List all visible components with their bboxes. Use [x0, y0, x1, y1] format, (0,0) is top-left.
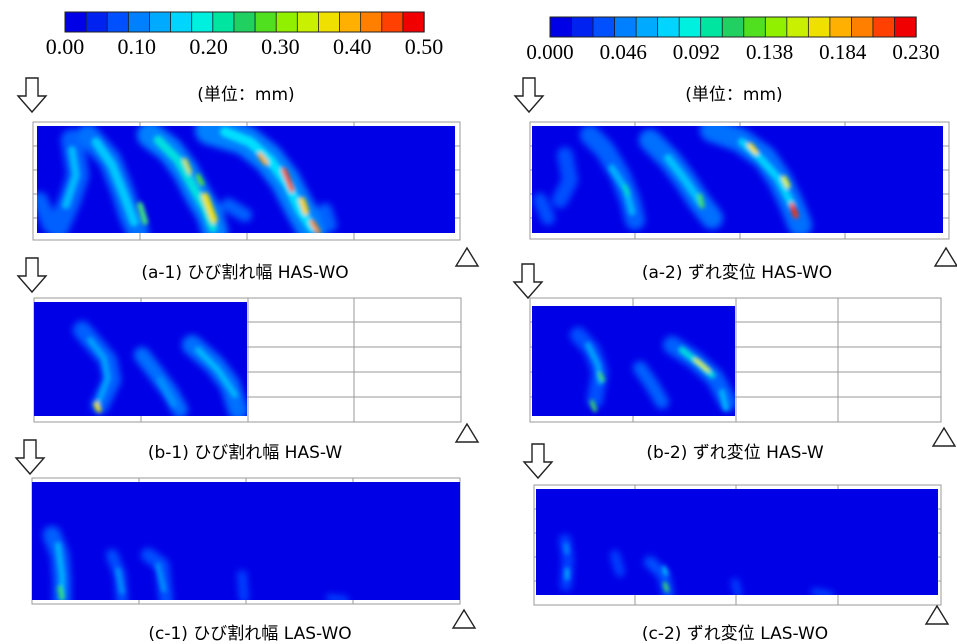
load-arrow-icon — [513, 77, 545, 114]
colorbar-cell — [275, 11, 298, 33]
panel-caption: (a-2) ずれ変位 HAS-WO — [642, 263, 832, 283]
panel-caption: (b-2) ずれ変位 HAS-W — [646, 443, 823, 463]
colorbar-cell — [360, 11, 383, 33]
colorbar-cell — [635, 16, 659, 38]
colorbar-right-tick-labels: 0.000 0.046 0.092 0.138 0.184 0.230 — [526, 40, 939, 64]
panel-caption: (a-1) ひび割れ幅 HAS-WO — [141, 263, 348, 283]
colorbar-tick-label: 0.40 — [333, 34, 372, 59]
crack-bands — [73, 321, 247, 416]
colorbar-tick-label: 0.00 — [46, 34, 85, 59]
unit-label-left: (単位：mm) — [197, 85, 294, 105]
colorbar-cell — [85, 11, 108, 33]
colorbar-left-tick-labels: 0.00 0.10 0.20 0.30 0.40 0.50 — [46, 34, 444, 59]
colorbar-tick-label: 0.138 — [746, 40, 793, 64]
colorbar-cell — [614, 16, 637, 38]
colorbar-cell — [318, 11, 341, 33]
crack-bands — [43, 526, 349, 600]
colorbar-left: 0.00 0.10 0.20 0.30 0.40 0.50 (単位：mm) — [46, 11, 444, 105]
support-triangle-icon — [933, 246, 957, 267]
colorbar-cell — [233, 11, 256, 33]
colorbar-cell — [851, 16, 874, 38]
panel-c-1: (c-1) ひび割れ幅 LAS-WO — [14, 439, 477, 644]
slip-bands — [533, 126, 812, 233]
load-arrow-icon — [16, 77, 48, 114]
colorbar-cell — [743, 16, 766, 38]
colorbar-cell — [170, 11, 193, 33]
colorbar-right-frame — [549, 16, 917, 38]
slip-bands — [570, 327, 735, 412]
panel-caption: (b-1) ひび割れ幅 HAS-W — [148, 443, 342, 463]
colorbar-cell — [64, 11, 87, 33]
colorbar-cell — [592, 16, 616, 38]
colorbar-cell — [339, 11, 362, 33]
colorbar-cell — [212, 11, 235, 33]
colorbar-cell — [191, 11, 214, 33]
support-triangle-icon — [924, 604, 950, 625]
colorbar-tick-label: 0.50 — [405, 34, 444, 59]
panel-a-2: (a-2) ずれ変位 HAS-WO — [513, 77, 957, 283]
colorbar-tick-label: 0.230 — [892, 40, 939, 64]
panel-a-1: (a-1) ひび割れ幅 HAS-WO — [16, 77, 480, 283]
support-triangle-icon — [454, 246, 480, 267]
colorbar-right-cells — [549, 16, 917, 38]
support-triangle-icon — [454, 422, 480, 443]
colorbar-tick-label: 0.30 — [261, 34, 300, 59]
support-triangle-icon — [451, 608, 477, 629]
panel-b-1: (b-1) ひび割れ幅 HAS-W — [16, 257, 480, 463]
colorbar-cell — [678, 16, 702, 38]
panel-c-2: (c-2) ずれ変位 LAS-WO — [522, 443, 950, 644]
colorbar-cell — [254, 11, 277, 33]
load-arrow-icon — [14, 439, 46, 476]
colorbar-tick-label: 0.184 — [819, 40, 867, 64]
colorbar-cell — [402, 11, 425, 33]
colorbar-cell — [807, 16, 831, 38]
support-triangle-icon — [931, 426, 957, 447]
load-arrow-icon — [16, 257, 48, 294]
colorbar-tick-label: 0.092 — [673, 40, 720, 64]
slip-bands — [559, 534, 834, 595]
crack-bands — [37, 126, 337, 233]
colorbar-tick-label: 0.000 — [526, 40, 573, 64]
colorbar-cell — [127, 11, 151, 33]
colorbar-cell — [657, 16, 680, 38]
panel-caption: (c-1) ひび割れ幅 LAS-WO — [148, 624, 351, 644]
colorbar-left-frame — [64, 11, 425, 33]
colorbar-cell — [786, 16, 810, 38]
colorbar-cell — [571, 16, 594, 38]
load-arrow-icon — [522, 443, 554, 480]
colorbar-right: 0.000 0.046 0.092 0.138 0.184 0.230 (単位：mm) — [526, 16, 940, 105]
load-arrow-icon — [512, 263, 544, 300]
colorbar-cell — [549, 16, 573, 38]
colorbar-cell — [296, 11, 320, 33]
colorbar-cell — [764, 16, 788, 38]
panel-caption: (c-2) ずれ変位 LAS-WO — [642, 624, 828, 644]
colorbar-cell — [381, 11, 404, 33]
colorbar-cell — [700, 16, 723, 38]
colorbar-cell — [894, 16, 917, 38]
colorbar-tick-label: 0.10 — [118, 34, 157, 59]
colorbar-tick-label: 0.046 — [600, 40, 647, 64]
colorbar-left-cells — [64, 11, 425, 33]
colorbar-cell — [829, 16, 853, 38]
colorbar-cell — [106, 11, 130, 33]
colorbar-cell — [872, 16, 896, 38]
colorbar-tick-label: 0.20 — [189, 34, 228, 59]
panel-b-2: (b-2) ずれ変位 HAS-W — [512, 263, 957, 463]
unit-label-right: (単位：mm) — [685, 85, 782, 105]
colorbar-cell — [721, 16, 745, 38]
colorbar-cell — [149, 11, 172, 33]
contour-field — [536, 489, 938, 595]
